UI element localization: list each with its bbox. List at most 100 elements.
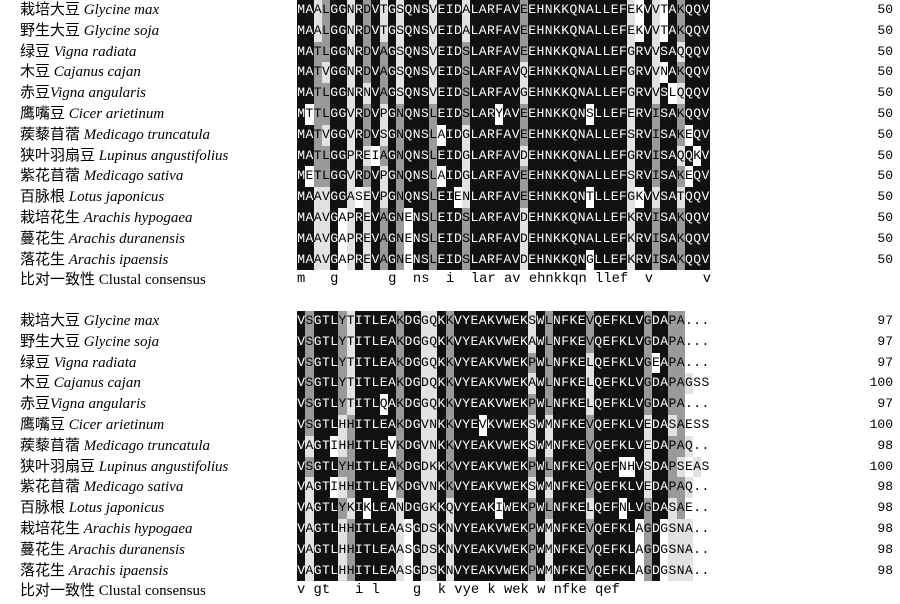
residue: Q (429, 311, 438, 332)
residue: G (338, 104, 347, 125)
residue: V (585, 311, 594, 332)
residue: K (437, 498, 446, 519)
residue: G (684, 373, 693, 395)
residue: L (470, 124, 479, 146)
residue: A (379, 62, 388, 84)
residue: Q (684, 20, 693, 42)
residue: L (330, 539, 339, 561)
residue: V (701, 41, 710, 63)
residue: A (660, 311, 669, 332)
residue: . (684, 331, 693, 353)
residue: V (297, 477, 306, 499)
residue: Y (462, 498, 471, 519)
residue: W (503, 311, 512, 332)
residue: G (627, 187, 636, 208)
residue: V (420, 477, 429, 499)
residue: I (354, 352, 363, 374)
residue: A (660, 435, 669, 457)
residue: N (412, 166, 421, 188)
residue: L (330, 456, 339, 478)
residue: Y (338, 498, 347, 519)
residue: R (635, 124, 644, 146)
residue: K (486, 456, 495, 478)
residue: E (610, 104, 619, 125)
residue: D (453, 83, 462, 104)
residue: N (552, 415, 561, 436)
residue: K (561, 166, 570, 188)
residue: L (429, 124, 438, 146)
residue: L (371, 560, 380, 582)
residue: S (462, 62, 471, 84)
residue: I (330, 477, 339, 499)
residue: S (660, 187, 669, 208)
residue: L (627, 560, 636, 582)
species-chinese-name: 狭叶羽扇豆 (20, 458, 99, 475)
residue: H (536, 83, 545, 104)
residue: E (379, 519, 388, 540)
residue: K (445, 456, 454, 478)
residue: Y (462, 519, 471, 540)
residue: D (453, 228, 462, 250)
residue: V (453, 519, 462, 540)
residue: K (396, 331, 405, 353)
residue: E (684, 124, 693, 146)
residue: . (693, 311, 702, 332)
residue: S (420, 166, 429, 188)
residue: L (470, 83, 479, 104)
residue: Q (594, 435, 603, 457)
residue: A (305, 519, 314, 540)
residue: W (536, 352, 545, 374)
residue: V (321, 187, 330, 208)
residue: E (511, 394, 520, 415)
residue: Q (594, 477, 603, 499)
residue: N (429, 415, 438, 436)
sequence-row: 栽培花生 Arachis hypogaea V A G T L H H I T L E A A S G D S K N… (0, 519, 900, 540)
residue: G (313, 373, 322, 395)
residue: S (462, 228, 471, 250)
residue: V (651, 20, 660, 42)
residue: Q (684, 187, 693, 208)
residue: E (470, 477, 479, 499)
residue: H (627, 456, 636, 478)
residue: K (676, 124, 685, 146)
residue: Q (594, 539, 603, 561)
residue: L (594, 20, 603, 42)
residue: L (321, 41, 330, 63)
residue: E (437, 0, 446, 21)
residue: Q (594, 373, 603, 395)
residue: F (495, 187, 504, 208)
residue: E (610, 62, 619, 84)
residue: S (660, 166, 669, 188)
residue: Q (676, 41, 685, 63)
species-chinese-name: 绿豆 (20, 43, 54, 60)
residue: F (618, 228, 627, 250)
residue: V (371, 228, 380, 250)
residue: L (429, 228, 438, 250)
residue: S (462, 249, 471, 271)
residue: H (338, 560, 347, 582)
residue: G (338, 124, 347, 146)
residue: P (528, 498, 537, 519)
residue: E (643, 415, 652, 436)
residue: I (354, 519, 363, 540)
residue: H (536, 62, 545, 84)
residue: S (668, 498, 677, 519)
residue: M (544, 560, 553, 582)
residue: G (330, 20, 339, 42)
species-chinese-name: 栽培大豆 (20, 2, 84, 18)
residue: G (462, 124, 471, 146)
residue: A (676, 477, 685, 499)
residue: A (437, 124, 446, 146)
sequence-row: 狭叶羽扇豆 Lupinus angustifolius V S G T L Y H I T L E A K… (0, 456, 900, 478)
residue: F (618, 41, 627, 63)
residue: W (536, 311, 545, 332)
residue: L (371, 394, 380, 415)
residue: E (610, 83, 619, 104)
residue: G (387, 249, 396, 271)
residue: N (577, 0, 586, 21)
species-label: 鹰嘴豆 Cicer arietinum (20, 415, 164, 436)
residue: S (660, 208, 669, 229)
species-chinese-name: 赤豆 (20, 396, 51, 413)
